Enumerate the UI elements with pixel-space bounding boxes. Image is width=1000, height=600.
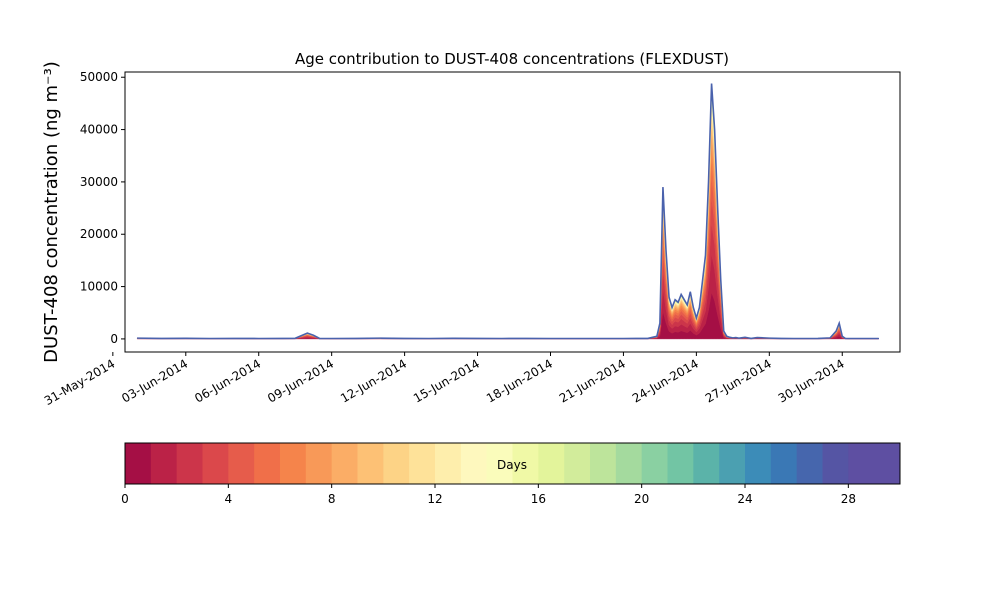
age-layer-10 bbox=[136, 111, 879, 339]
age-layer-17 bbox=[136, 89, 879, 339]
colorbar-segment-29 bbox=[874, 443, 901, 484]
y-tick-label: 10000 bbox=[80, 280, 118, 294]
x-tick-label: 18-Jun-2014 bbox=[484, 356, 555, 405]
colorbar-tick-label: 0 bbox=[121, 492, 129, 506]
age-layer-29 bbox=[137, 83, 879, 339]
colorbar-segment-5 bbox=[254, 443, 281, 484]
age-layer-0 bbox=[136, 291, 879, 340]
age-layer-8 bbox=[136, 125, 879, 339]
age-layer-5 bbox=[136, 159, 879, 339]
age-layer-24 bbox=[136, 84, 879, 339]
age-layer-14 bbox=[136, 95, 879, 339]
colorbar-segment-19 bbox=[615, 443, 643, 484]
y-tick-label: 40000 bbox=[80, 123, 118, 137]
age-layer-18 bbox=[136, 88, 879, 339]
x-tick-label: 27-Jun-2014 bbox=[703, 356, 774, 405]
colorbar-segment-7 bbox=[305, 443, 333, 484]
colorbar-tick-label: 12 bbox=[427, 492, 442, 506]
y-axis: 0 10000 20000 30000 40000 50000 bbox=[80, 70, 125, 346]
plot-area bbox=[136, 83, 879, 340]
colorbar-segment-12 bbox=[435, 443, 462, 484]
age-layer-16 bbox=[136, 91, 879, 339]
colorbar-axis: 0 4 8 12 16 20 24 28 bbox=[121, 484, 856, 506]
colorbar-segment-14 bbox=[486, 443, 513, 484]
y-tick-label: 0 bbox=[110, 332, 118, 346]
colorbar-segment-2 bbox=[176, 443, 203, 484]
y-tick-label: 50000 bbox=[80, 70, 118, 84]
age-layer-1 bbox=[136, 254, 879, 340]
colorbar-segment-21 bbox=[667, 443, 694, 484]
colorbar-tick-label: 4 bbox=[225, 492, 233, 506]
colorbar-frame bbox=[124, 442, 901, 485]
x-tick-label: 31-May-2014 bbox=[42, 356, 117, 408]
colorbar-tick-label: 16 bbox=[531, 492, 546, 506]
age-layer-28 bbox=[136, 83, 879, 339]
age-layer-11 bbox=[136, 106, 879, 339]
x-tick-label: 24-Jun-2014 bbox=[630, 356, 701, 405]
colorbar-segment-11 bbox=[409, 443, 436, 484]
colorbar-segment-28 bbox=[848, 443, 875, 484]
age-layer-20 bbox=[136, 86, 879, 339]
colorbar-label: Days bbox=[497, 458, 527, 472]
colorbar-segment-23 bbox=[719, 443, 746, 484]
age-layer-6 bbox=[136, 145, 879, 339]
x-tick-label: 03-Jun-2014 bbox=[119, 356, 190, 405]
colorbar-segment-27 bbox=[822, 443, 849, 484]
x-axis: 31-May-2014 03-Jun-2014 06-Jun-2014 09-Jun-… bbox=[42, 352, 847, 408]
age-layer-15 bbox=[136, 93, 879, 339]
colorbar-segment-4 bbox=[228, 443, 255, 484]
colorbar-segment-20 bbox=[641, 443, 668, 484]
age-layer-22 bbox=[136, 85, 879, 339]
x-tick-label: 12-Jun-2014 bbox=[338, 356, 409, 405]
age-layer-25 bbox=[136, 84, 879, 339]
colorbar-tick-label: 20 bbox=[634, 492, 649, 506]
age-layer-21 bbox=[136, 86, 879, 339]
colorbar-tick-label: 28 bbox=[841, 492, 856, 506]
x-tick-label: 21-Jun-2014 bbox=[557, 356, 628, 405]
age-layer-2 bbox=[136, 223, 879, 340]
age-layer-4 bbox=[136, 177, 879, 339]
age-layer-27 bbox=[137, 83, 879, 339]
colorbar-segment-10 bbox=[383, 443, 410, 484]
colorbar bbox=[125, 443, 901, 484]
y-tick-label: 30000 bbox=[80, 175, 118, 189]
age-layer-19 bbox=[136, 87, 879, 339]
colorbar-tick-label: 24 bbox=[737, 492, 752, 506]
age-layer-9 bbox=[136, 117, 879, 339]
colorbar-segment-6 bbox=[280, 443, 307, 484]
colorbar-segment-24 bbox=[745, 443, 772, 484]
y-axis-label: DUST-408 concentration (ng m⁻³) bbox=[41, 61, 62, 363]
x-tick-label: 06-Jun-2014 bbox=[192, 356, 263, 405]
colorbar-segment-17 bbox=[564, 443, 591, 484]
age-layer-23 bbox=[136, 84, 879, 339]
x-tick-label: 09-Jun-2014 bbox=[265, 356, 336, 405]
plot-frame bbox=[124, 71, 901, 353]
colorbar-segment-18 bbox=[590, 443, 617, 484]
total-series-line bbox=[137, 83, 879, 340]
colorbar-segment-3 bbox=[202, 443, 229, 484]
colorbar-segment-8 bbox=[331, 443, 358, 484]
colorbar-segment-13 bbox=[460, 443, 488, 484]
colorbar-segment-16 bbox=[538, 443, 565, 484]
colorbar-segment-15 bbox=[512, 443, 539, 484]
x-tick-label: 15-Jun-2014 bbox=[411, 356, 482, 405]
age-layer-3 bbox=[136, 197, 879, 339]
age-layer-7 bbox=[136, 134, 879, 339]
age-layer-26 bbox=[136, 84, 879, 339]
colorbar-tick-label: 8 bbox=[328, 492, 336, 506]
chart-title: Age contribution to DUST-408 concentrati… bbox=[295, 50, 729, 68]
age-layer-13 bbox=[136, 98, 879, 339]
x-tick-label: 30-Jun-2014 bbox=[776, 356, 847, 405]
colorbar-segment-1 bbox=[150, 443, 178, 484]
colorbar-segment-9 bbox=[357, 443, 384, 484]
age-layer-12 bbox=[136, 101, 879, 339]
colorbar-segment-26 bbox=[796, 443, 823, 484]
colorbar-segment-22 bbox=[693, 443, 720, 484]
colorbar-segment-0 bbox=[125, 443, 152, 484]
y-tick-label: 20000 bbox=[80, 227, 118, 241]
colorbar-segment-25 bbox=[770, 443, 798, 484]
